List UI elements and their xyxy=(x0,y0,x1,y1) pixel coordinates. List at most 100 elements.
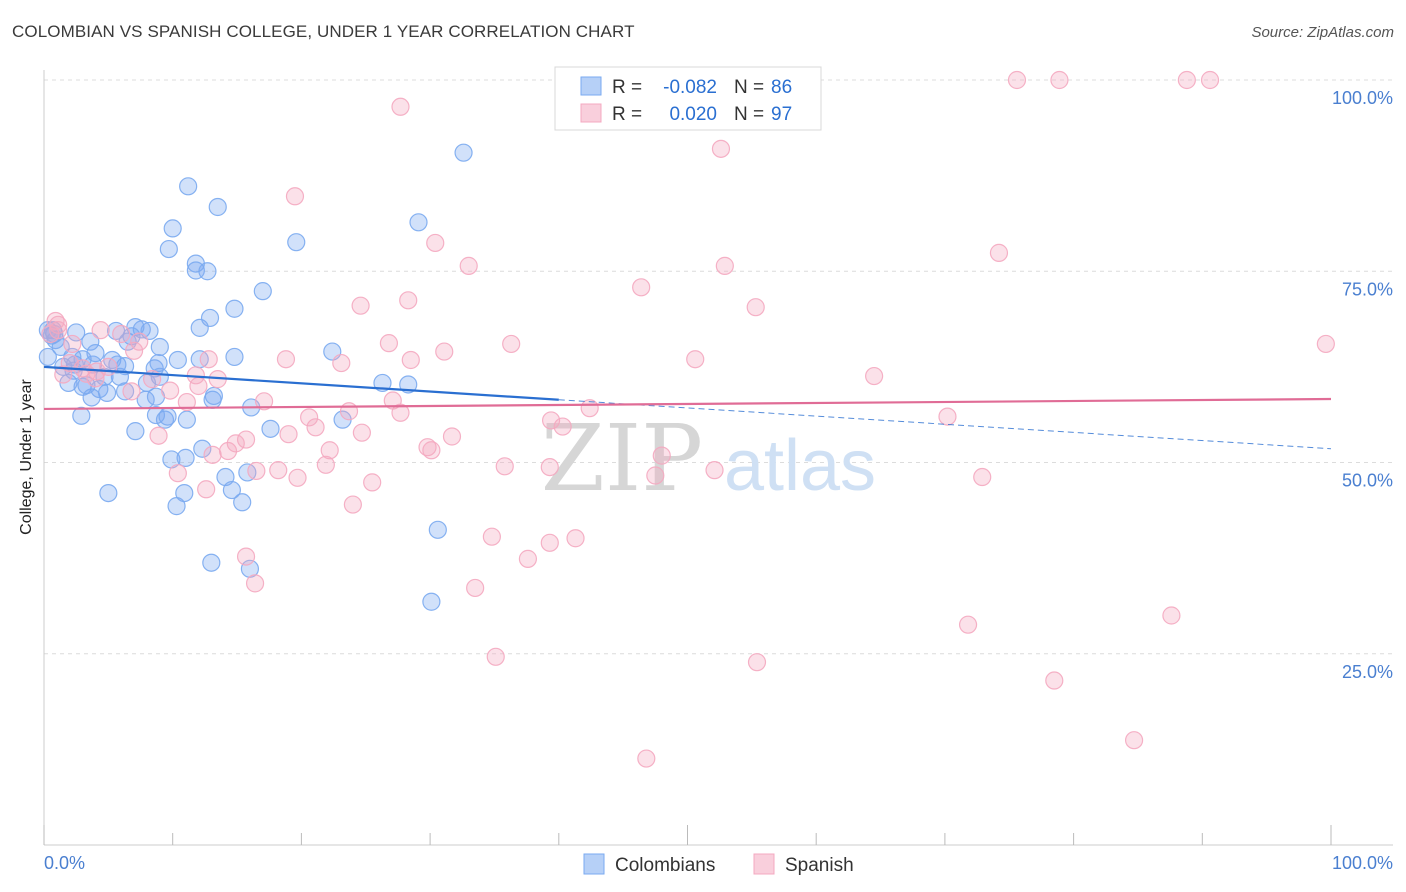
colombian-point xyxy=(225,347,244,367)
r-value: -0.082 xyxy=(663,77,717,98)
spanish-point xyxy=(540,533,559,552)
spanish-point xyxy=(41,324,60,344)
colombian-point xyxy=(38,347,57,367)
spanish-point xyxy=(300,408,319,427)
spanish-point xyxy=(218,441,238,461)
series-legend-label: Colombians xyxy=(615,855,715,876)
spanish-point xyxy=(401,350,420,370)
colombian-point xyxy=(155,410,175,429)
spanish-point xyxy=(705,461,724,480)
spanish-point xyxy=(226,434,245,453)
colombian-point xyxy=(81,332,100,351)
colombian-trend-line xyxy=(43,365,559,401)
spanish-point xyxy=(486,647,505,666)
spanish-point xyxy=(426,233,445,253)
x-tick-label: 100.0% xyxy=(1332,853,1393,873)
colombian-point xyxy=(159,239,178,259)
spanish-point xyxy=(199,350,218,369)
spanish-point xyxy=(247,461,266,481)
watermark-atlas: atlas xyxy=(724,426,876,506)
r-label: R = xyxy=(612,104,642,125)
colombian-point xyxy=(167,497,186,516)
colombian-point xyxy=(454,143,473,162)
y-tick-label: 75.0% xyxy=(1342,279,1393,299)
spanish-point xyxy=(288,468,307,487)
spanish-point xyxy=(351,296,370,315)
spanish-point xyxy=(686,350,705,369)
spanish-point xyxy=(715,256,734,275)
colombian-point xyxy=(168,350,187,370)
spanish-point xyxy=(49,315,68,334)
colombian-point xyxy=(146,405,166,425)
spanish-point xyxy=(316,455,335,474)
y-tick-label: 25.0% xyxy=(1342,662,1393,682)
colombian-point xyxy=(163,219,182,238)
spanish-point xyxy=(391,403,410,422)
spanish-point xyxy=(306,418,325,437)
spanish-point xyxy=(1124,731,1144,750)
colombian-point xyxy=(67,323,86,342)
spanish-point xyxy=(91,321,110,340)
spanish-point xyxy=(637,749,656,768)
spanish-point xyxy=(973,467,992,487)
colombian-point xyxy=(253,282,272,301)
r-label: R = xyxy=(612,77,642,98)
spanish-point xyxy=(1045,671,1064,690)
spanish-point xyxy=(989,243,1009,262)
spanish-point xyxy=(379,334,399,353)
spanish-point xyxy=(422,441,441,460)
colombian-point xyxy=(422,592,441,611)
axes xyxy=(43,70,1393,846)
spanish-point xyxy=(746,298,765,317)
legend-swatch xyxy=(580,76,602,96)
spanish-point xyxy=(1050,70,1069,90)
n-value: 86 xyxy=(771,77,792,98)
series-legend: Colombians Spanish xyxy=(583,853,854,876)
spanish-point xyxy=(352,423,371,442)
spanish-point xyxy=(130,332,149,351)
colombian-point xyxy=(179,177,198,196)
spanish-point xyxy=(245,574,265,593)
spanish-point xyxy=(122,382,141,401)
colombian-point xyxy=(203,390,222,409)
spanish-point xyxy=(459,256,478,275)
spanish-point xyxy=(254,392,274,411)
spanish-point xyxy=(1162,606,1181,625)
n-label: N = xyxy=(734,104,764,125)
colombian-point xyxy=(208,197,227,217)
colombian-point xyxy=(198,262,217,281)
spanish-point xyxy=(112,324,131,344)
colombian-point xyxy=(202,553,221,572)
spanish-point xyxy=(189,376,208,396)
series-legend-swatch xyxy=(583,853,605,875)
trend-lines xyxy=(43,365,1332,450)
source-label: Source: ZipAtlas.com xyxy=(1251,24,1394,41)
spanish-point xyxy=(236,430,256,449)
n-value: 97 xyxy=(771,104,792,125)
spanish-point xyxy=(269,461,288,480)
colombian-point xyxy=(222,480,242,500)
spanish-point xyxy=(1177,70,1196,90)
colombian-point xyxy=(149,353,168,373)
spanish-point xyxy=(124,341,144,360)
spanish-point xyxy=(399,291,418,310)
spanish-point xyxy=(938,407,957,426)
spanish-point xyxy=(482,527,501,546)
spanish-point xyxy=(285,187,305,206)
spanish-point xyxy=(553,417,572,436)
chart-title: COLOMBIAN VS SPANISH COLLEGE, UNDER 1 YE… xyxy=(12,22,635,41)
spanish-point xyxy=(466,578,485,598)
spanish-point xyxy=(1316,334,1335,354)
spanish-point xyxy=(646,466,665,485)
spanish-point xyxy=(276,350,296,369)
colombian-trend-extension xyxy=(558,399,1332,450)
spanish-point xyxy=(632,278,651,297)
colombian-point xyxy=(115,382,135,401)
colombian-point xyxy=(86,344,105,363)
y-tick-label: 50.0% xyxy=(1342,471,1393,491)
colombian-point xyxy=(177,410,196,429)
spanish-point xyxy=(518,549,538,568)
spanish-point xyxy=(339,402,359,421)
colombian-point xyxy=(97,383,117,402)
